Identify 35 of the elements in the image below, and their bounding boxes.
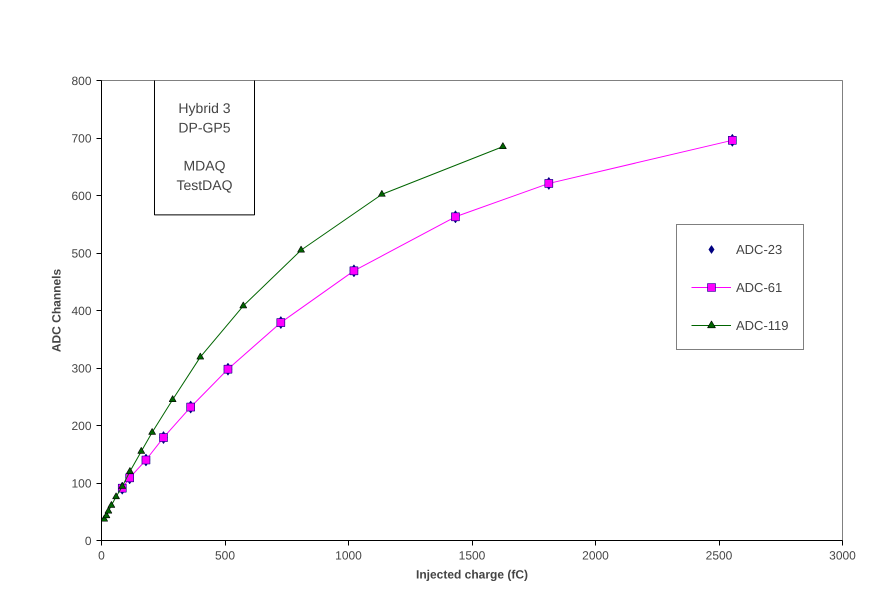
text: Hybrid 3 DP-GP5 MDAQ TestDAQ bbox=[176, 100, 233, 193]
point bbox=[297, 246, 305, 252]
point bbox=[108, 501, 116, 508]
x-tick-label: 1000 bbox=[335, 548, 362, 562]
point bbox=[196, 352, 204, 360]
y-tick-label: 100 bbox=[71, 476, 92, 490]
legend-label: ADC-23 bbox=[736, 242, 782, 256]
x-tick-label: 2000 bbox=[582, 548, 610, 562]
y-tick-label: 0 bbox=[84, 534, 92, 548]
x-tick-label: 500 bbox=[214, 548, 236, 562]
point bbox=[104, 506, 112, 514]
point bbox=[118, 482, 126, 489]
y-tick-label: 600 bbox=[71, 189, 92, 203]
legend-label: ADC-61 bbox=[736, 280, 782, 294]
x-tick-label: 0 bbox=[98, 548, 106, 562]
x-tick-label: 3000 bbox=[829, 548, 856, 562]
point bbox=[112, 492, 120, 500]
y-tick-label: 800 bbox=[71, 74, 92, 88]
x-axis-title: Injected charge (fC) bbox=[416, 568, 528, 582]
y-tick-label: 400 bbox=[71, 304, 92, 318]
y-tick-label: 700 bbox=[71, 132, 92, 146]
legend-label: ADC-119 bbox=[736, 318, 789, 332]
point bbox=[499, 142, 507, 149]
point bbox=[126, 467, 134, 474]
point bbox=[378, 190, 386, 197]
point bbox=[239, 302, 248, 308]
x-tick-label: 2500 bbox=[706, 548, 733, 562]
y-tick-label: 500 bbox=[71, 246, 92, 260]
y-tick-label: 300 bbox=[71, 362, 92, 376]
point bbox=[148, 428, 156, 435]
y-axis-title: ADC Channels bbox=[49, 268, 64, 352]
x-tick-label: 1500 bbox=[458, 548, 486, 562]
y-tick-label: 200 bbox=[71, 419, 92, 433]
point bbox=[168, 395, 176, 402]
point bbox=[137, 447, 146, 454]
